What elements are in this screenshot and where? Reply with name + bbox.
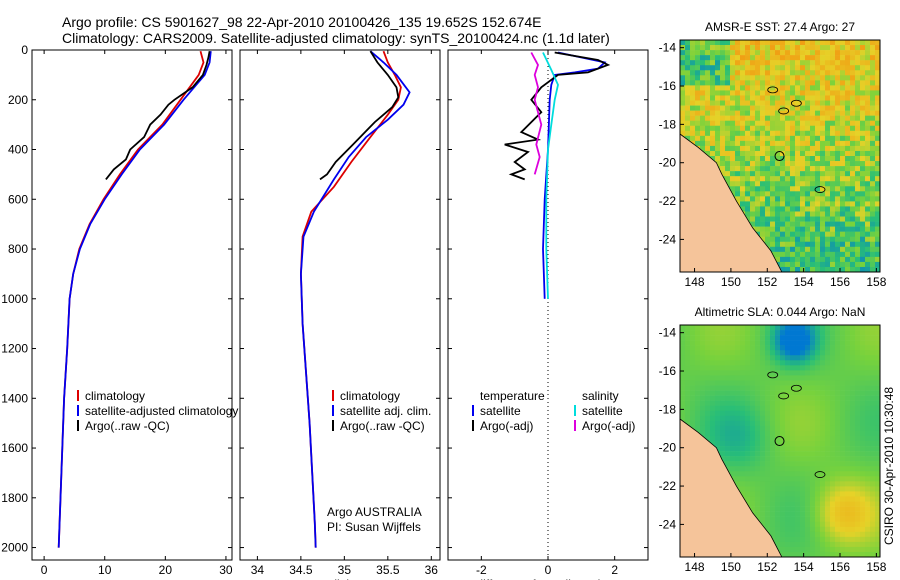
sla_map-cells [680,325,881,558]
sla_map-xtick-label: 148 [685,560,705,574]
temperature-series-argo [105,51,211,180]
depth-tick-label: 1600 [1,441,28,455]
temperature-xtick-label: 30 [219,563,233,577]
salinity-xtick-label: 35.5 [376,563,400,577]
difference-xlabel: difference from climatology [476,577,619,580]
depth-tick-label: 2000 [1,541,28,555]
temperature-series-satellite [57,51,212,548]
depth-tick-label: 0 [21,43,28,57]
sla_map-ytick-label: -24 [659,517,677,531]
sla_map-reef [790,384,802,392]
sst_map-ytick-label: -18 [659,117,677,131]
title-line-2: Climatology: CARS2009. Satellite-adjuste… [62,30,610,46]
difference-legend-label: satellite [480,404,521,418]
sla_map-reef [767,371,779,379]
sla_map-title: Altimetric SLA: 0.044 Argo: NaN [695,305,866,319]
difference-xtick-label: 2 [611,563,618,577]
sst_map-xtick-label: 158 [866,275,886,289]
legend-header-salinity: salinity [582,389,619,403]
salinity-series-satellite [299,50,411,548]
sst_map-xtick-label: 150 [721,275,741,289]
sst_map-ytick-label: -22 [659,194,677,208]
sst_map-argo-marker [774,151,785,162]
sst_map-ytick-label: -20 [659,156,677,170]
sla_map-reef [814,471,826,478]
sst_map-title: AMSR-E SST: 27.4 Argo: 27 [705,20,855,34]
temperature-legend-label: Argo(..raw -QC) [85,419,170,433]
difference-legend-label: Argo(-adj) [582,419,635,433]
depth-tick-label: 1000 [1,292,28,306]
sla_map-xtick-label: 156 [830,560,850,574]
salinity-xtick-label: 36 [425,563,439,577]
difference-series-salinity-satellite [542,52,559,299]
temperature-legend-label: satellite-adjusted climatology [85,404,238,418]
salinity-panel: 34 34.5 35 35.5 36 salinity climatologysatelli… [239,49,441,580]
sst_map-reef [778,107,790,115]
sla_map-argo-marker [774,436,785,447]
salinity-frame [239,49,441,561]
sla_map-panel: Altimetric SLA: 0.044 Argo: NaN 148 150 152… [659,305,887,574]
title-line-1: Argo profile: CS 5901627_98 22-Apr-2010 … [62,14,542,30]
depth-tick-label: 200 [8,93,28,107]
difference-series-salinity-argo [530,52,543,175]
difference-panel: -2 0 2difference from climatology temperatu… [447,49,649,580]
sla_map-xtick-label: 152 [757,560,777,574]
sst_map-ytick-label: -14 [659,41,677,55]
sla_map-ytick-label: -20 [659,441,677,455]
salinity-xtick-label: 34.5 [289,563,313,577]
sla_map-ytick-label: -14 [659,326,677,340]
sla_map-ytick-label: -16 [659,364,677,378]
sla_map-frame [679,324,881,558]
sst_map-panel: AMSR-E SST: 27.4 Argo: 27 148 150 152 154 156… [659,20,887,289]
sla_map-ytick-label: -22 [659,479,677,493]
legend-header-temperature: temperature [480,389,545,403]
temperature-xlabel: temperature [100,577,165,580]
sst_map-frame [679,39,881,273]
difference-series-temperature-argo [504,51,611,181]
sst_map-reef [767,86,779,94]
sst_map-xtick-label: 148 [685,275,705,289]
temperature-xtick-label: 20 [159,563,173,577]
depth-tick-label: 1800 [1,491,28,505]
side-stamp: CSIRO 30-Apr-2010 10:30:48 [882,387,896,545]
sla_map-xtick-label: 154 [794,560,814,574]
salinity-xlabel: salinity [322,577,359,580]
difference-xtick-label: 0 [545,563,552,577]
sla_map-xtick-label: 150 [721,560,741,574]
temperature-legend-label: climatology [85,389,145,403]
sla_map-reef [778,392,790,400]
difference-xtick-label: -2 [476,563,487,577]
sst_map-xtick-label: 154 [794,275,814,289]
sst_map-ytick-label: -24 [659,232,677,246]
sst_map-reef [790,99,802,107]
salinity-series-argo [319,50,400,181]
argo-credit-1: Argo AUSTRALIA [327,505,422,519]
temperature-xtick-label: 0 [41,563,48,577]
difference-legend-label: satellite [582,404,623,418]
depth-tick-label: 400 [8,143,28,157]
sst_map-reef [814,186,826,193]
salinity-legend-label: climatology [340,389,400,403]
depth-tick-label: 1400 [1,391,28,405]
argo-credit-2: PI: Susan Wijffels [327,520,421,534]
sla_map-ytick-label: -18 [659,402,677,416]
sst_map-ytick-label: -16 [659,79,677,93]
plot-area: 0102030temperature0200400600800100012001… [1,20,886,580]
temperature-frame [31,49,233,561]
sst_map-xtick-label: 152 [757,275,777,289]
salinity-legend-label: satellite adj. clim. [340,404,431,418]
salinity-xtick-label: 34 [251,563,265,577]
sst_map-xtick-label: 156 [830,275,850,289]
difference-series-temperature-satellite [542,51,607,299]
sla_map-xtick-label: 158 [866,560,886,574]
temperature-xtick-label: 10 [98,563,112,577]
depth-tick-label: 1200 [1,342,28,356]
salinity-legend-label: Argo(..raw -QC) [340,419,425,433]
depth-tick-label: 800 [8,242,28,256]
depth-tick-label: 600 [8,192,28,206]
salinity-xtick-label: 35 [338,563,352,577]
difference-legend-label: Argo(-adj) [480,419,533,433]
temperature-panel: 0 10 20 30 temperature 0 200 400 600 800 1000 1200 1… [1,43,238,580]
